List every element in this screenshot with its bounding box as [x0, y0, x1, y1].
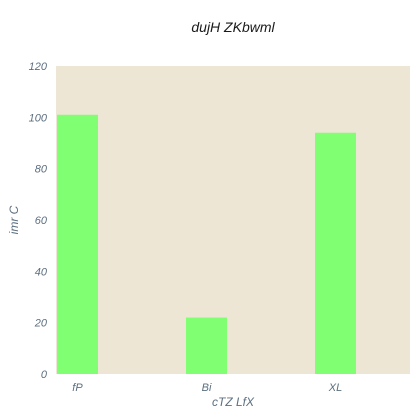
- y-tick-label: 100: [29, 112, 48, 124]
- x-axis: fP Bi XL: [72, 382, 342, 394]
- y-tick-label: 120: [29, 61, 48, 73]
- x-tick-label: XL: [328, 382, 342, 394]
- bar-XL: [315, 132, 356, 374]
- plot-area: [56, 66, 410, 374]
- x-tick-label: fP: [72, 382, 83, 394]
- x-axis-label: cTZ LfX: [212, 395, 255, 409]
- y-tick-label: 60: [35, 215, 48, 227]
- x-tick-label: Bi: [202, 382, 212, 394]
- chart-title: dujH ZKbwml: [191, 19, 275, 35]
- y-tick-label: 0: [41, 369, 48, 381]
- y-axis: 0 20 40 60 80 100 120: [29, 61, 48, 381]
- y-tick-label: 80: [35, 164, 48, 176]
- bar-fP: [57, 114, 98, 375]
- bar-Bi: [186, 317, 227, 374]
- y-tick-label: 20: [34, 318, 48, 330]
- y-axis-label: imr C: [7, 205, 21, 234]
- y-tick-label: 40: [35, 266, 48, 278]
- bar-series: [57, 114, 356, 375]
